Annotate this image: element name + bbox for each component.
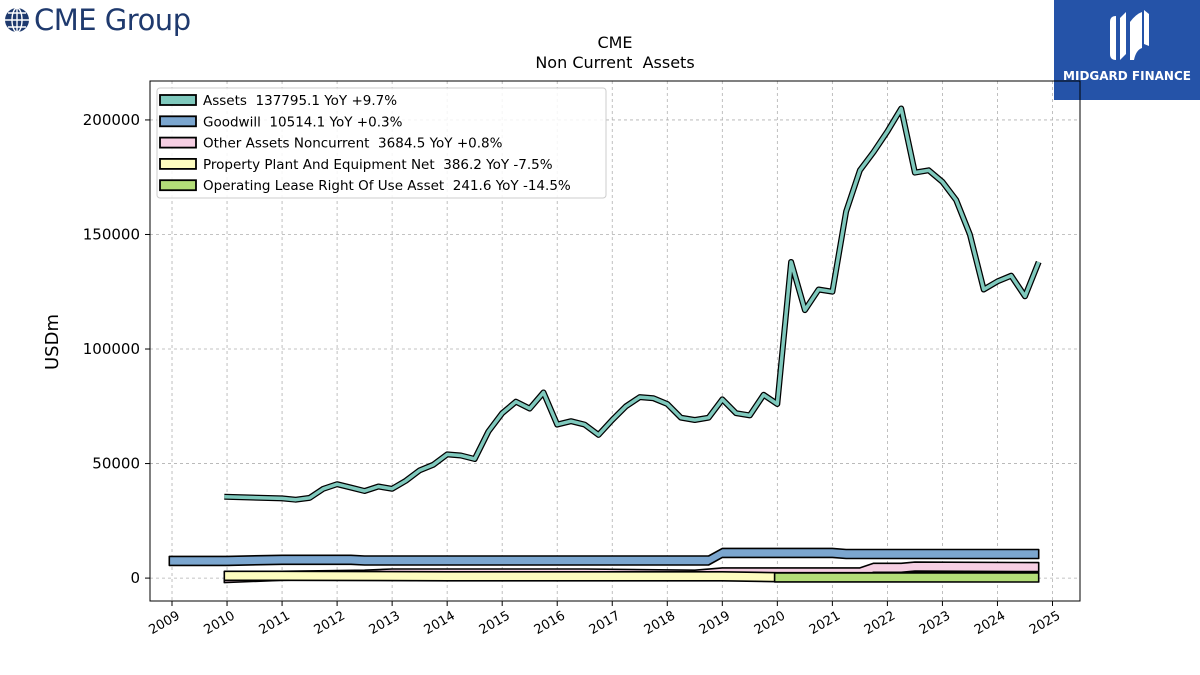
y-tick-label: 0 [130, 569, 140, 587]
legend-swatch-assets [159, 94, 197, 106]
x-axis: 2009 2010 2011 2012 2013 2014 2015 2016 2017 2018… [147, 601, 1063, 638]
plot-frame [149, 80, 1081, 602]
y-tick-label: 100000 [83, 340, 140, 358]
x-tick-label: 2012 [312, 608, 348, 638]
x-tick-label: 2024 [972, 608, 1008, 638]
x-tick-label: 2013 [367, 608, 403, 638]
x-tick-label: 2021 [807, 608, 843, 638]
series-fills [168, 547, 1040, 584]
legend-label-lease: Operating Lease Right Of Use Asset 241.6… [203, 178, 571, 194]
legend-swatch-lease [159, 179, 197, 192]
legend-label-ppe: Property Plant And Equipment Net 386.2 Y… [203, 157, 553, 173]
x-tick-label: 2018 [642, 608, 678, 638]
x-tick-label: 2020 [752, 608, 788, 638]
series-lines [224, 105, 1042, 503]
series-line-assets [224, 106, 1041, 502]
x-tick-label: 2015 [477, 608, 513, 638]
series-band-lease [773, 572, 1040, 583]
x-tick-label: 2023 [917, 608, 953, 638]
legend-label-assets: Assets 137795.1 YoY +9.7% [203, 93, 397, 109]
y-tick-label: 150000 [83, 225, 140, 243]
x-tick-label: 2010 [202, 608, 238, 638]
midgard-logo-text: MIDGARD FINANCE [1063, 69, 1191, 83]
y-tick-label: 200000 [83, 111, 140, 129]
cme-logo-text: CME Group [34, 3, 191, 37]
x-tick-label: 2009 [147, 608, 183, 638]
x-tick-label: 2019 [697, 608, 733, 638]
midgard-emblem-icon [1110, 10, 1149, 60]
legend-label-goodwill: Goodwill 10514.1 YoY +0.3% [203, 114, 403, 130]
cme-group-logo: CME Group [4, 3, 191, 37]
x-tick-label: 2011 [257, 608, 293, 638]
midgard-finance-logo: MIDGARD FINANCE [1054, 0, 1200, 100]
legend: Assets 137795.1 YoY +9.7% Goodwill 10514.… [156, 87, 607, 199]
y-axis-label: USDm [42, 314, 63, 370]
legend-label-other-assets: Other Assets Noncurrent 3684.5 YoY +0.8% [203, 136, 503, 152]
x-tick-label: 2022 [862, 608, 898, 638]
globe-icon [5, 7, 29, 33]
chart-title: CME [597, 33, 632, 52]
legend-swatch-other-assets [159, 136, 197, 149]
x-tick-label: 2014 [422, 608, 458, 638]
series-band-goodwill [168, 547, 1040, 567]
x-tick-label: 2025 [1027, 608, 1063, 638]
x-tick-label: 2017 [587, 608, 623, 638]
legend-swatch-goodwill [159, 115, 197, 128]
legend-box [156, 87, 607, 199]
y-axis: 0 50000 100000 150000 200000 [83, 111, 150, 587]
legend-swatch-ppe [159, 157, 197, 170]
y-tick-label: 50000 [92, 455, 140, 473]
chart-subtitle: Non Current Assets [535, 53, 694, 72]
x-tick-label: 2016 [532, 608, 568, 638]
